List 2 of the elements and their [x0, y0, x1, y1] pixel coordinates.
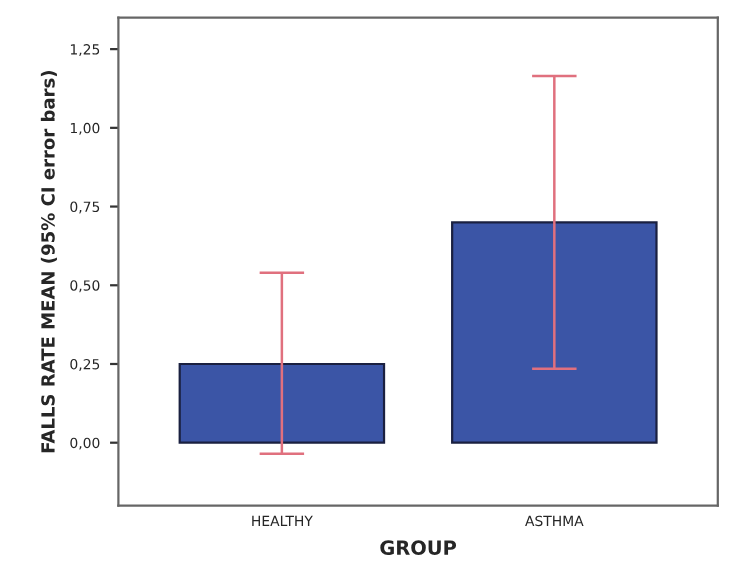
x-axis-title: GROUP	[380, 540, 457, 556]
y-axis-title: FALLS RATE MEAN (95% CI error bars)	[40, 71, 57, 453]
